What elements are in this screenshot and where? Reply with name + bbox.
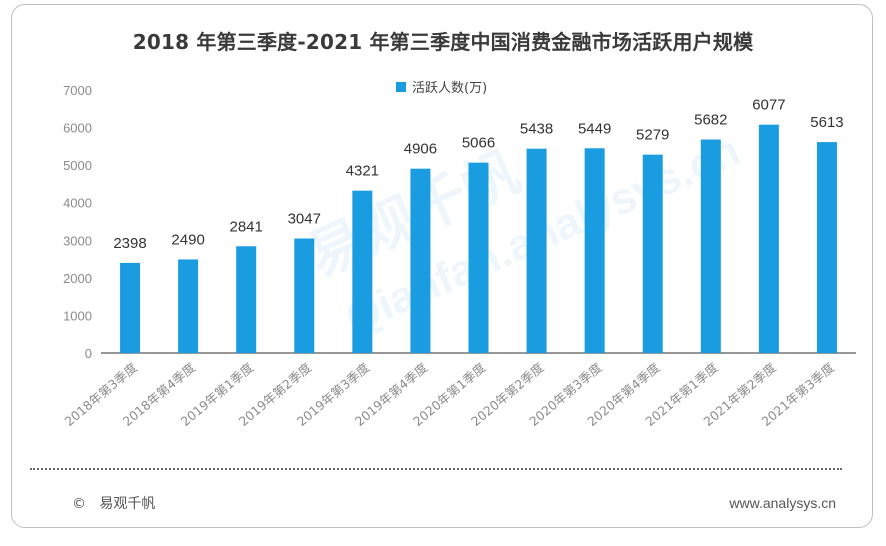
y-tick-label: 5000: [63, 158, 92, 173]
y-tick-label: 6000: [63, 121, 92, 136]
bar: [352, 190, 373, 353]
data-label: 2841: [230, 218, 263, 235]
bar: [758, 124, 779, 353]
data-label: 5279: [636, 127, 669, 144]
bar: [584, 148, 605, 353]
data-label: 5613: [810, 114, 843, 131]
data-label: 5682: [694, 112, 727, 129]
bar: [816, 142, 837, 353]
footer-brand: © 易观千帆: [72, 493, 155, 513]
y-tick-label: 7000: [63, 83, 92, 98]
data-label: 4906: [404, 141, 437, 158]
data-label: 2490: [171, 231, 204, 248]
y-tick-label: 1000: [63, 308, 92, 323]
legend-label: 活跃人数(万): [412, 81, 488, 96]
data-label: 5438: [520, 121, 553, 138]
copyright-icon: ©: [72, 496, 86, 512]
chart-frame: [11, 4, 873, 528]
chart-title: 2018 年第三季度-2021 年第三季度中国消费金融市场活跃用户规模: [132, 30, 754, 54]
data-label: 4321: [346, 163, 379, 180]
y-tick-label: 2000: [63, 271, 92, 286]
bar: [468, 162, 489, 353]
bar: [700, 139, 721, 353]
legend-swatch: [396, 81, 406, 92]
data-label: 5449: [578, 120, 611, 137]
data-label: 6077: [752, 97, 785, 114]
brand-name: 易观千帆: [99, 496, 156, 512]
bar: [294, 238, 315, 353]
data-label: 3047: [288, 211, 321, 228]
bar: [178, 259, 199, 353]
bar: [120, 262, 141, 353]
data-label: 2398: [113, 235, 146, 252]
bar: [236, 246, 257, 353]
data-label: 5066: [462, 135, 495, 152]
bar: [410, 168, 431, 353]
y-tick-label: 0: [85, 346, 92, 361]
footer-divider: [30, 468, 842, 470]
bar: [526, 148, 547, 353]
footer-website: www.analysys.cn: [729, 495, 836, 511]
y-tick-label: 4000: [63, 196, 92, 211]
y-tick-label: 3000: [63, 233, 92, 248]
bar: [642, 154, 663, 353]
legend: 活跃人数(万): [396, 77, 487, 96]
